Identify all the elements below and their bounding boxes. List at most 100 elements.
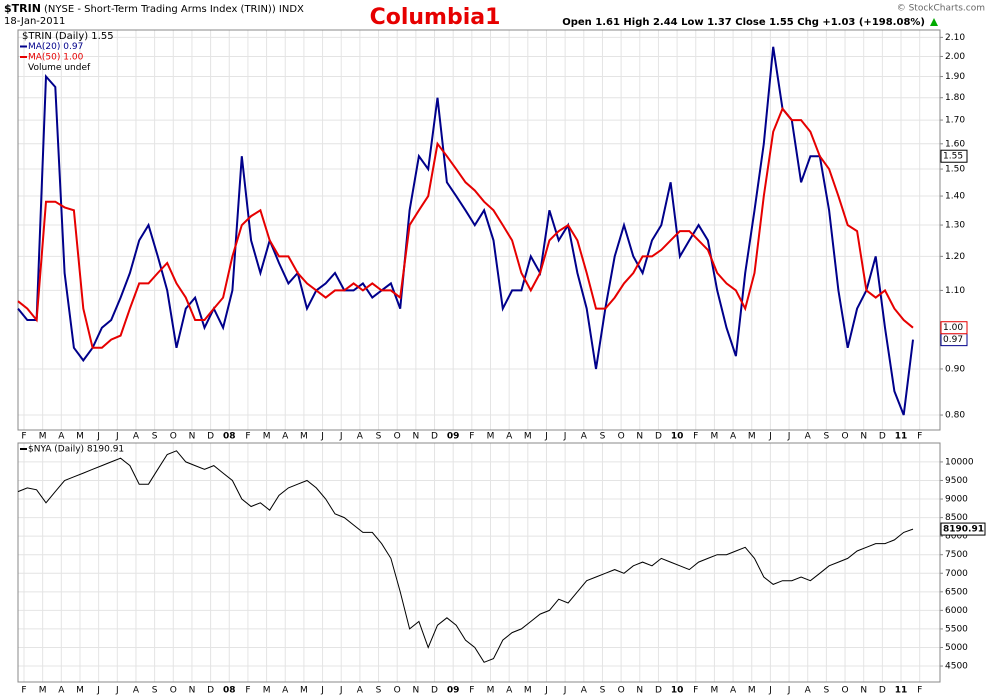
x-tick-label: J [768,686,772,696]
y-tick-label: 1.80 [945,93,965,103]
x-tick-label: J [544,432,548,442]
x-tick-label: N [636,432,643,442]
y-tick-label: 1.40 [945,192,965,202]
x-tick-label: O [170,686,177,696]
x-tick-label: J [96,686,100,696]
x-tick-label: O [394,432,401,442]
x-tick-label: M [76,686,84,696]
x-tick-label: M [524,686,532,696]
x-tick-label: N [636,686,643,696]
x-tick-label: O [170,432,177,442]
x-tick-label: A [357,432,364,442]
x-tick-label: J [768,432,772,442]
x-tick-label: J [563,432,567,442]
title: Columbia1 [370,5,501,30]
x-tick-label: O [841,432,848,442]
copyright: © StockCharts.com [897,4,985,14]
close-box [940,149,968,163]
y-tick-label: 1.90 [945,72,965,82]
x-tick-label: A [730,686,737,696]
x-tick-label: M [748,432,756,442]
x-tick-label: M [748,686,756,696]
x-tick-label: A [282,686,289,696]
x-tick-label: 10 [671,686,684,696]
x-tick-label: N [189,686,196,696]
x-tick-label: M [39,432,47,442]
y-tick-label: 2.10 [945,33,965,43]
y-tick-label: 9000 [945,495,968,505]
y-tick-label: 8000 [945,532,968,542]
x-tick-label: J [96,432,100,442]
panel: 0.80 0.90 1.10 1.20 1.30 1.40 1.50 1.60 1.70 1.80… [17,29,968,442]
x-tick-label: S [600,432,606,442]
y-tick-label: 10000 [945,457,974,467]
frame [17,29,941,431]
x-tick-label: N [412,432,419,442]
x-tick-label: J [544,686,548,696]
x-tick-label: F [469,686,474,696]
x-tick-label: A [58,686,65,696]
x-tick-label: A [805,686,812,696]
legend-entry: MA(20) 0.97 [28,42,83,52]
y-tick-label: 0.80 [945,411,965,421]
volume-label: Volume undef [28,63,91,73]
close-label: 1.55 [943,152,963,162]
x-tick-label: J [320,686,324,696]
x-tick-label: S [376,686,382,696]
x-tick-label: S [152,432,158,442]
x-tick-label: J [339,686,343,696]
x-tick-label: 08 [223,432,236,442]
x-tick-label: M [263,432,271,442]
y-tick-label: 0.90 [945,364,965,374]
y-tick-label: 1.10 [945,286,965,296]
x-tick-label: A [506,686,513,696]
end-label: 8190.91 [943,525,984,535]
quote: Open 1.61 High 2.44 Low 1.37 Close 1.55 … [562,17,925,28]
x-tick-label: J [339,432,343,442]
line [17,46,914,416]
symbol: $TRIN [4,2,41,15]
x-tick-label: F [245,686,250,696]
x-tick-label: F [469,432,474,442]
y-tick-label: 8500 [945,513,968,523]
x-tick-label: 11 [895,686,908,696]
x-tick-label: F [917,686,922,696]
x-tick-label: A [730,432,737,442]
y-tick-label: 2.00 [945,52,965,62]
x-tick-label: F [21,686,26,696]
x-tick-label: A [581,686,588,696]
x-tick-label: M [487,432,495,442]
x-tick-label: M [300,432,308,442]
x-tick-label: M [39,686,47,696]
x-tick-label: A [805,432,812,442]
y-tick-label: 1.20 [945,252,965,262]
end-box [940,321,968,335]
x-tick-label: 08 [223,686,236,696]
x-tick-label: O [394,686,401,696]
x-tick-label: S [824,432,830,442]
y-tick-label: 1.60 [945,139,965,149]
y-tick-label: 9500 [945,476,968,486]
x-tick-label: 09 [447,686,460,696]
y-tick-label: 6000 [945,606,968,616]
y-tick-label: 1.70 [945,116,965,126]
x-tick-label: N [189,432,196,442]
x-tick-label: A [357,686,364,696]
x-tick-label: M [524,432,532,442]
legend-label: $TRIN (Daily) 1.55 [22,31,114,42]
end-label: 1.00 [943,323,963,333]
x-tick-label: J [787,432,791,442]
x-tick-label: D [879,432,886,442]
x-tick-label: O [618,686,625,696]
x-tick-label: D [431,686,438,696]
x-tick-label: M [263,686,271,696]
x-tick-label: M [711,686,719,696]
y-tick-label: 5500 [945,624,968,634]
date: 18-Jan-2011 [4,16,65,27]
line [17,106,914,349]
x-tick-label: D [431,432,438,442]
end-box [940,522,986,536]
x-tick-label: 11 [895,432,908,442]
x-tick-label: A [133,432,140,442]
